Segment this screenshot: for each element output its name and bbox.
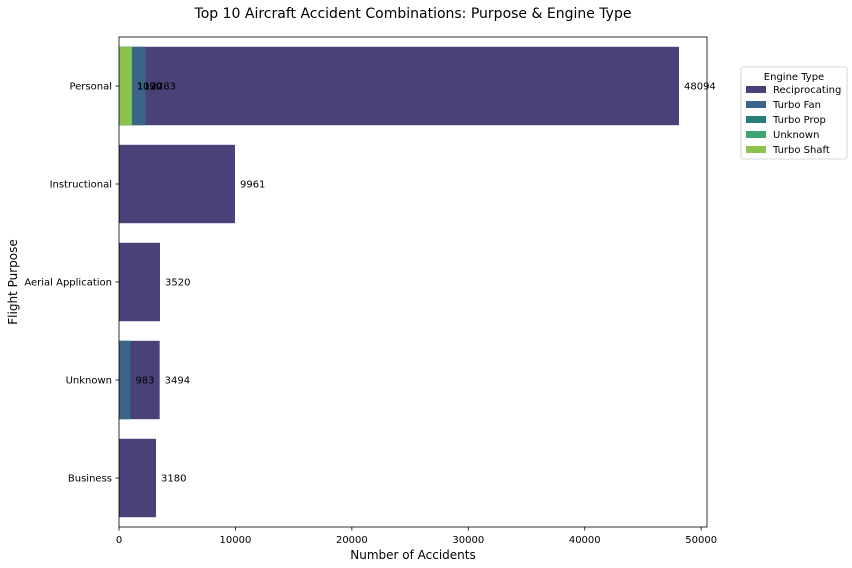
data-label-aerial-application-6: 3520: [165, 278, 190, 289]
data-label-personal-4: 1090: [137, 82, 162, 93]
data-label-unknown-7: 983: [135, 376, 154, 387]
data-label-personal-1: 2283: [151, 82, 176, 93]
legend-frame: [740, 66, 848, 160]
data-label-personal-0: 48094: [684, 82, 716, 93]
bar-reciprocating-instructional: [119, 144, 235, 224]
y-axis-title: Flight Purpose: [6, 239, 20, 324]
data-label-instructional-5: 9961: [240, 180, 265, 191]
legend-swatch: [746, 116, 766, 123]
legend-label: Unknown: [773, 130, 819, 141]
legend: Engine Type Reciprocating Turbo Fan Turbo …: [740, 66, 848, 160]
x-axis: 0 10000 20000 30000 40000 50000: [116, 527, 717, 546]
bar-turbo-shaft-personal: [119, 46, 132, 126]
data-label-business-9: 3180: [161, 474, 186, 485]
data-label-unknown-8: 3494: [165, 376, 190, 387]
y-tick-label: Aerial Application: [24, 278, 112, 289]
legend-swatch: [746, 101, 766, 108]
legend-label: Reciprocating: [773, 85, 841, 96]
y-axis: Personal Instructional Aerial Application U…: [24, 82, 119, 485]
data-label-personal-3: 1120: [137, 82, 162, 93]
legend-label: Turbo Prop: [772, 115, 826, 126]
y-tick-label: Unknown: [66, 376, 112, 387]
legend-items: Reciprocating Turbo Fan Turbo Prop Unknown T…: [746, 85, 841, 156]
y-tick-label: Instructional: [50, 180, 112, 191]
data-label-personal-2: 1130: [137, 82, 162, 93]
legend-title: Engine Type: [764, 72, 824, 83]
plot-bars: [119, 46, 679, 518]
legend-label: Turbo Shaft: [772, 145, 830, 156]
legend-swatch: [746, 131, 766, 138]
legend-label: Turbo Fan: [772, 100, 821, 111]
x-tick-label: 50000: [685, 535, 717, 546]
bar-turbo-fan-unknown: [119, 340, 131, 420]
y-tick-label: Personal: [69, 82, 112, 93]
x-tick-label: 30000: [452, 535, 484, 546]
chart-title: Top 10 Aircraft Accident Combinations: P…: [194, 6, 632, 22]
x-axis-title: Number of Accidents: [350, 548, 476, 562]
x-tick-label: 0: [116, 535, 122, 546]
legend-swatch: [746, 86, 766, 93]
x-tick-label: 10000: [220, 535, 252, 546]
bar-reciprocating-business: [119, 438, 157, 518]
bar-reciprocating-personal: [119, 46, 679, 126]
legend-swatch: [746, 146, 766, 153]
y-tick-label: Business: [68, 474, 112, 485]
x-tick-label: 40000: [569, 535, 601, 546]
bar-reciprocating-aerial-application: [119, 242, 160, 322]
x-tick-label: 20000: [336, 535, 368, 546]
